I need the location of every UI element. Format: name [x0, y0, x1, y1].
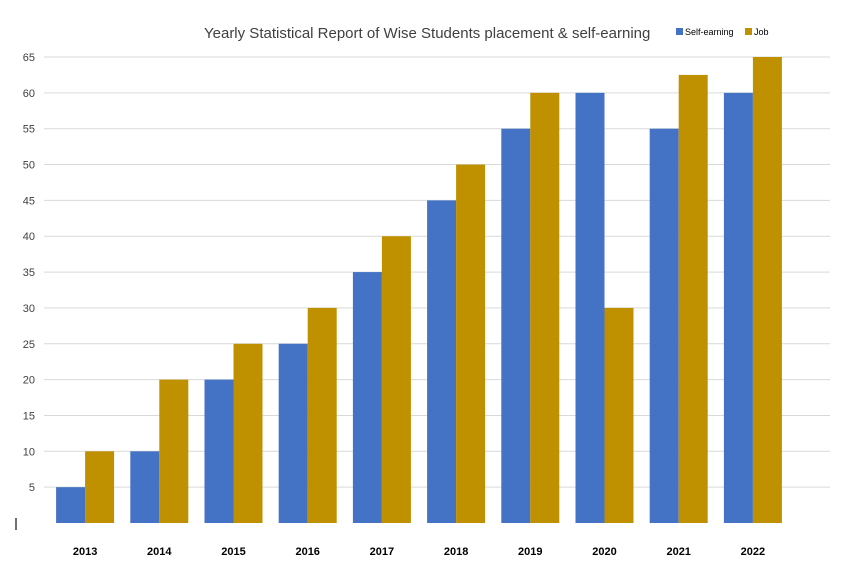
bar-job-2019: [530, 92, 560, 523]
x-tick-label: 2016: [295, 546, 319, 558]
y-tick-label: 10: [23, 446, 35, 458]
x-tick-label: 2013: [73, 546, 97, 558]
x-tick-label: 2019: [518, 546, 542, 558]
x-tick-label: 2015: [221, 546, 245, 558]
x-tick-label: 2022: [741, 546, 765, 558]
bar-job-2020: [604, 307, 634, 523]
bar-self-earning-2017: [352, 272, 382, 523]
bar-self-earning-2018: [427, 200, 457, 523]
bar-job-2016: [307, 307, 337, 523]
bar-self-earning-2022: [723, 92, 753, 523]
y-tick-label: 50: [23, 160, 35, 172]
bar-self-earning-2014: [130, 451, 160, 523]
y-tick-label: 30: [23, 303, 35, 315]
y-tick-label: 45: [23, 195, 35, 207]
legend-label-job: Job: [754, 27, 769, 37]
bar-job-2022: [752, 57, 782, 523]
legend-label-self-earning: Self-earning: [685, 27, 734, 37]
y-tick-label: 65: [23, 52, 35, 64]
legend-swatch-self-earning: [676, 28, 683, 35]
y-tick-label: 35: [23, 267, 35, 279]
x-tick-label: 2014: [147, 546, 172, 558]
bar-self-earning-2019: [501, 128, 531, 523]
x-tick-label: 2021: [666, 546, 690, 558]
bar-self-earning-2013: [56, 487, 86, 523]
legend: Self-earning Job: [676, 27, 769, 37]
x-tick-label: 2018: [444, 546, 468, 558]
bar-self-earning-2021: [649, 128, 679, 523]
x-tick-label: 2020: [592, 546, 616, 558]
y-tick-label: 15: [23, 410, 35, 422]
bar-job-2015: [233, 343, 263, 523]
y-tick-label: 5: [29, 482, 35, 494]
y-tick-label: 25: [23, 339, 35, 351]
x-tick-label: 2017: [370, 546, 394, 558]
bar-job-2018: [456, 164, 486, 524]
bar-job-2021: [678, 74, 708, 523]
bar-job-2013: [85, 451, 115, 523]
bar-job-2014: [159, 379, 189, 523]
y-axis-ticks: 5 10 15 20 25 30 35 40 45 50 55 60 65: [23, 52, 35, 494]
legend-swatch-job: [745, 28, 752, 35]
y-tick-label: 60: [23, 88, 35, 100]
bar-self-earning-2015: [204, 379, 234, 523]
x-axis-ticks: 2013 2014 2015 2016 2017 2018 2019 2020 2021 2022: [73, 546, 765, 558]
y-tick-label: 20: [23, 375, 35, 387]
chart-title: Yearly Statistical Report of Wise Studen…: [204, 25, 650, 42]
bars: [56, 57, 782, 524]
bar-self-earning-2016: [278, 343, 308, 523]
y-tick-label: 55: [23, 124, 35, 136]
y-tick-label: 40: [23, 231, 35, 243]
bar-job-2017: [381, 236, 411, 523]
bar-self-earning-2020: [575, 92, 605, 523]
